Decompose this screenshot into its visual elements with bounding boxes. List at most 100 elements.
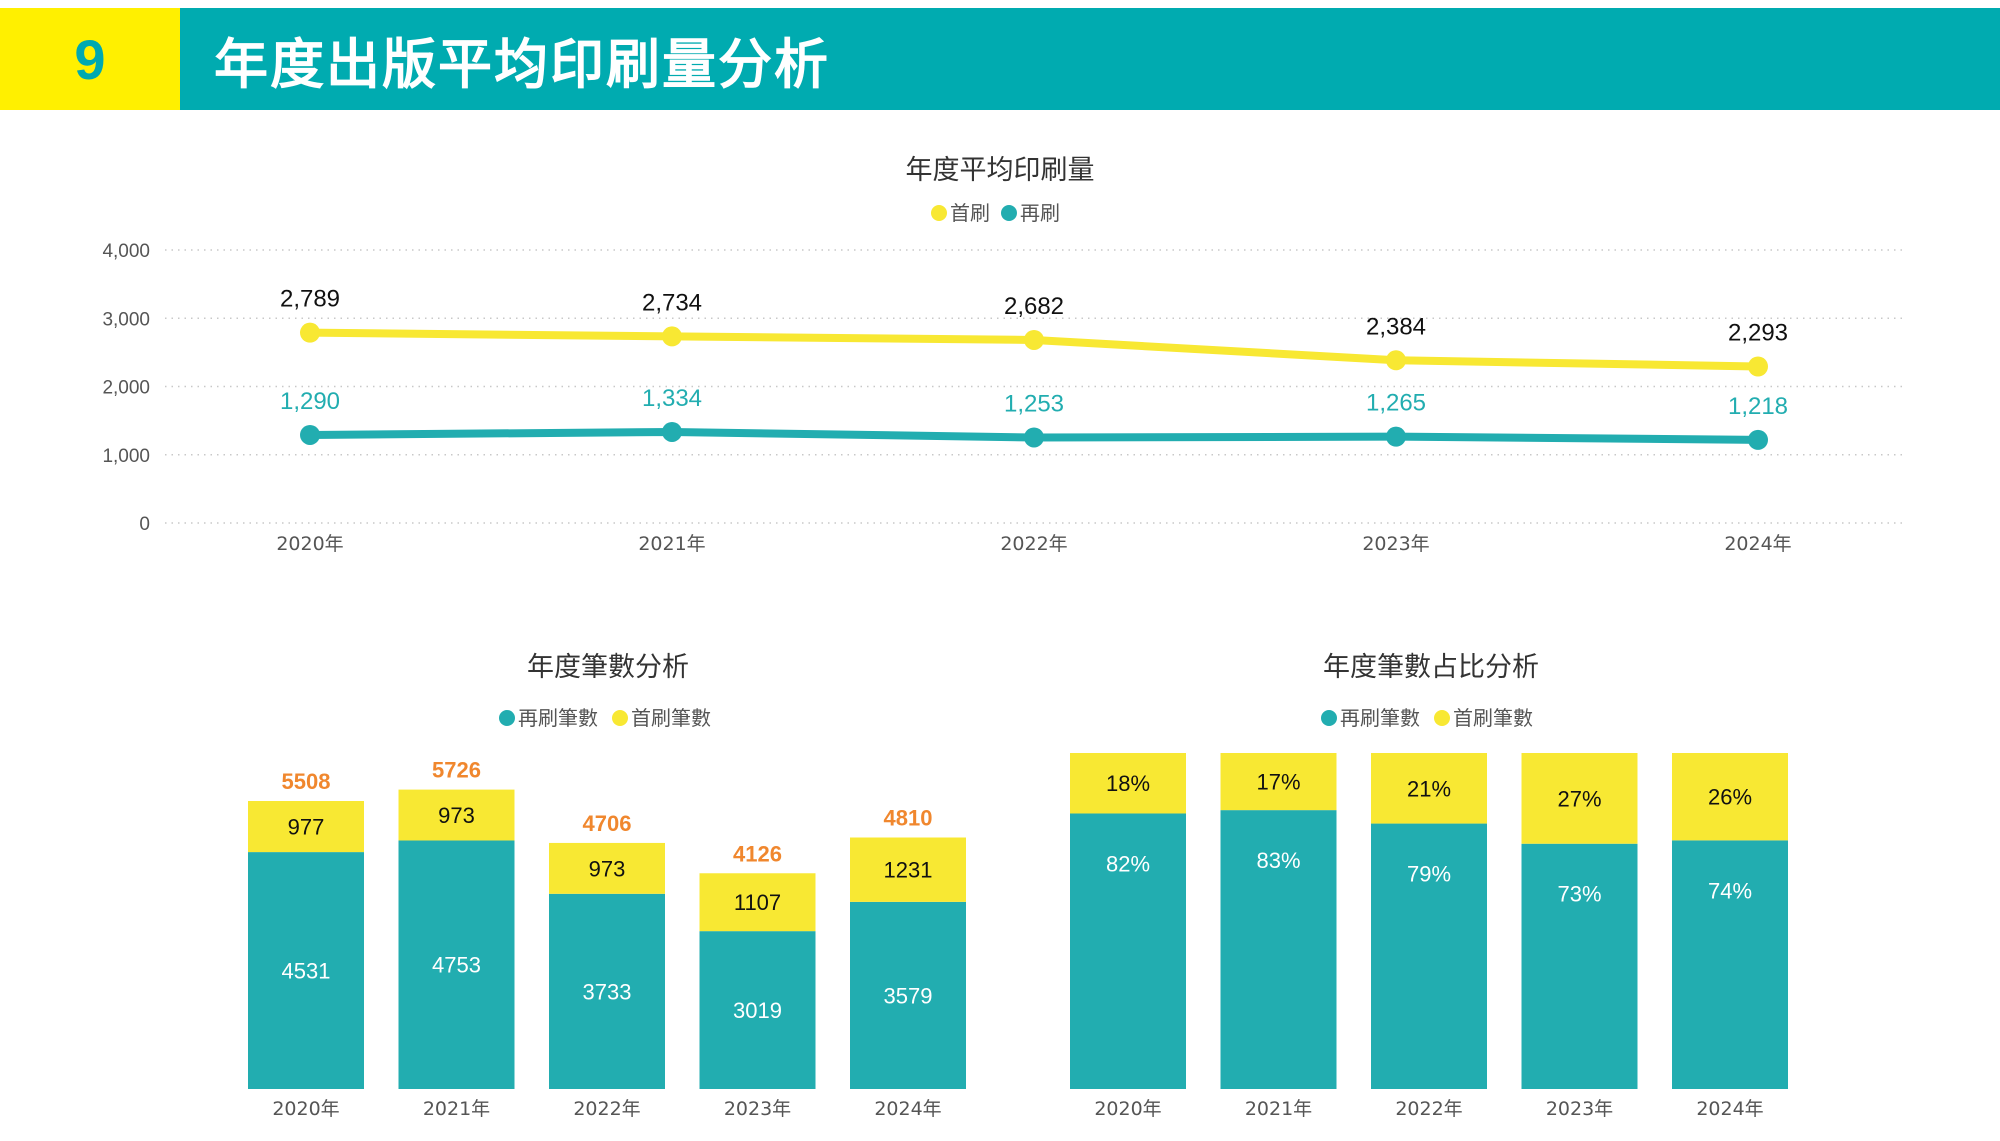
gridlines — [165, 249, 1905, 524]
legend: 首刷 再刷 — [931, 201, 1060, 225]
bar-label-first-print: 26% — [1708, 785, 1752, 810]
data-point — [1024, 427, 1044, 448]
x-tick-label: 2021年 — [638, 533, 705, 555]
bar-label-reprint: 3579 — [884, 983, 933, 1008]
x-tick-label: 2020年 — [1094, 1098, 1161, 1120]
bar-segment-reprint — [1220, 810, 1337, 1089]
legend-label-first-print: 首刷 — [950, 201, 990, 225]
bar-chart-annual-share: 年度筆數占比分析 再刷筆數 首刷筆數 82% 18% 2020年 83% 17% 2021… — [1070, 652, 1788, 1120]
legend-marker-reprint — [1001, 205, 1017, 221]
bar-segment-first-print — [248, 801, 364, 853]
x-tick-label: 2021年 — [423, 1098, 490, 1120]
bar-segment-first-print — [1070, 753, 1186, 814]
bar-label-first-print: 977 — [288, 815, 325, 840]
section-number: 9 — [0, 8, 180, 110]
y-tick-label: 4,000 — [102, 241, 150, 262]
y-tick-label: 0 — [139, 514, 150, 535]
bar-label-first-print: 973 — [438, 803, 475, 828]
bar-label-first-print: 1231 — [884, 858, 933, 883]
legend-label-first-print: 首刷筆數 — [631, 706, 711, 730]
legend-marker-reprint — [499, 710, 515, 726]
bar-total-label: 4706 — [583, 811, 632, 836]
data-label: 1,290 — [280, 388, 340, 415]
data-point — [300, 424, 320, 445]
y-axis: 0 1,000 2,000 3,000 4,000 — [102, 241, 150, 535]
bar-segment-first-print — [398, 789, 515, 841]
data-label: 1,265 — [1366, 390, 1426, 417]
bar-segment-first-print — [1220, 753, 1337, 811]
legend-marker-reprint — [1321, 710, 1337, 726]
data-point — [1748, 429, 1768, 450]
bar-label-reprint: 73% — [1557, 882, 1601, 907]
x-tick-label: 2020年 — [276, 533, 343, 555]
legend-label-reprint: 再刷筆數 — [518, 706, 598, 730]
chart-title: 年度平均印刷量 — [906, 155, 1095, 186]
bar-total-label: 5726 — [432, 758, 481, 783]
chart-title: 年度筆數分析 — [527, 652, 689, 683]
bar-segment-first-print — [850, 837, 966, 902]
data-point — [1386, 426, 1406, 447]
bar-label-reprint: 3733 — [583, 979, 632, 1004]
bar-segment-first-print — [699, 873, 816, 932]
data-label: 2,384 — [1366, 313, 1426, 340]
x-tick-label: 2023年 — [1546, 1098, 1613, 1120]
x-tick-label: 2023年 — [724, 1098, 791, 1120]
legend: 再刷筆數 首刷筆數 — [499, 706, 711, 730]
x-tick-label: 2023年 — [1362, 533, 1429, 555]
bar-segment-reprint — [248, 852, 364, 1089]
legend-label-reprint: 再刷筆數 — [1340, 706, 1420, 730]
x-tick-label: 2021年 — [1245, 1098, 1312, 1120]
bar-label-first-print: 17% — [1256, 770, 1300, 795]
data-point — [662, 326, 682, 347]
bar-segment-reprint — [1371, 823, 1487, 1089]
bar-label-first-print: 1107 — [734, 890, 781, 915]
bar-label-first-print: 18% — [1106, 771, 1150, 796]
bar-label-first-print: 973 — [589, 856, 626, 881]
chart-title: 年度筆數占比分析 — [1323, 652, 1539, 683]
legend: 再刷筆數 首刷筆數 — [1321, 706, 1533, 730]
bar-label-reprint: 79% — [1407, 862, 1451, 887]
data-point — [300, 322, 320, 343]
data-label: 2,789 — [280, 286, 340, 313]
bar-segment-first-print — [1672, 753, 1788, 841]
bar-segment-first-print — [1371, 753, 1487, 824]
bar-segment-first-print — [549, 842, 665, 894]
bar-label-reprint: 3019 — [733, 998, 782, 1023]
bar-label-reprint: 74% — [1708, 878, 1752, 903]
page-header: 9 年度出版平均印刷量分析 — [0, 8, 2000, 110]
data-label: 1,253 — [1004, 390, 1064, 417]
data-label: 1,218 — [1728, 393, 1788, 420]
bar-total-label: 4126 — [733, 841, 782, 866]
data-point — [1386, 350, 1406, 371]
bar-total-label: 4810 — [884, 805, 933, 830]
data-point — [1748, 356, 1768, 377]
x-tick-label: 2020年 — [272, 1098, 339, 1120]
legend-marker-first-print — [931, 205, 947, 221]
x-tick-label: 2024年 — [1696, 1098, 1763, 1120]
bar-segment-reprint — [699, 931, 816, 1089]
x-tick-label: 2024年 — [874, 1098, 941, 1120]
bar-total-label: 5508 — [282, 769, 331, 794]
bar-segment-reprint — [1070, 813, 1186, 1089]
bar-label-first-print: 21% — [1407, 776, 1451, 801]
bars: 82% 18% 2020年 83% 17% 2021年 79% 21% 2022年 73% 27% 2… — [1070, 753, 1788, 1120]
data-point — [662, 421, 682, 442]
bar-label-reprint: 4531 — [282, 959, 331, 984]
data-label: 1,334 — [642, 385, 702, 412]
x-tick-label: 2022年 — [1395, 1098, 1462, 1120]
bar-segment-reprint — [850, 901, 966, 1089]
line-chart-avg-print-run: 年度平均印刷量 首刷 再刷 0 1,000 2,000 3,000 4,000 2020… — [102, 155, 1905, 555]
legend-label-reprint: 再刷 — [1020, 201, 1060, 225]
x-tick-label: 2024年 — [1724, 533, 1791, 555]
x-axis: 2020年 2021年 2022年 2023年 2024年 — [276, 533, 1791, 555]
bar-label-reprint: 83% — [1256, 848, 1300, 873]
data-label: 2,682 — [1004, 293, 1064, 320]
bar-segment-reprint — [1521, 843, 1638, 1089]
legend-label-first-print: 首刷筆數 — [1453, 706, 1533, 730]
bar-segment-reprint — [398, 840, 515, 1089]
bar-label-reprint: 4753 — [432, 953, 481, 978]
data-label: 2,293 — [1728, 320, 1788, 347]
x-tick-label: 2022年 — [1000, 533, 1067, 555]
data-label: 2,734 — [642, 289, 702, 316]
x-tick-label: 2022年 — [573, 1098, 640, 1120]
